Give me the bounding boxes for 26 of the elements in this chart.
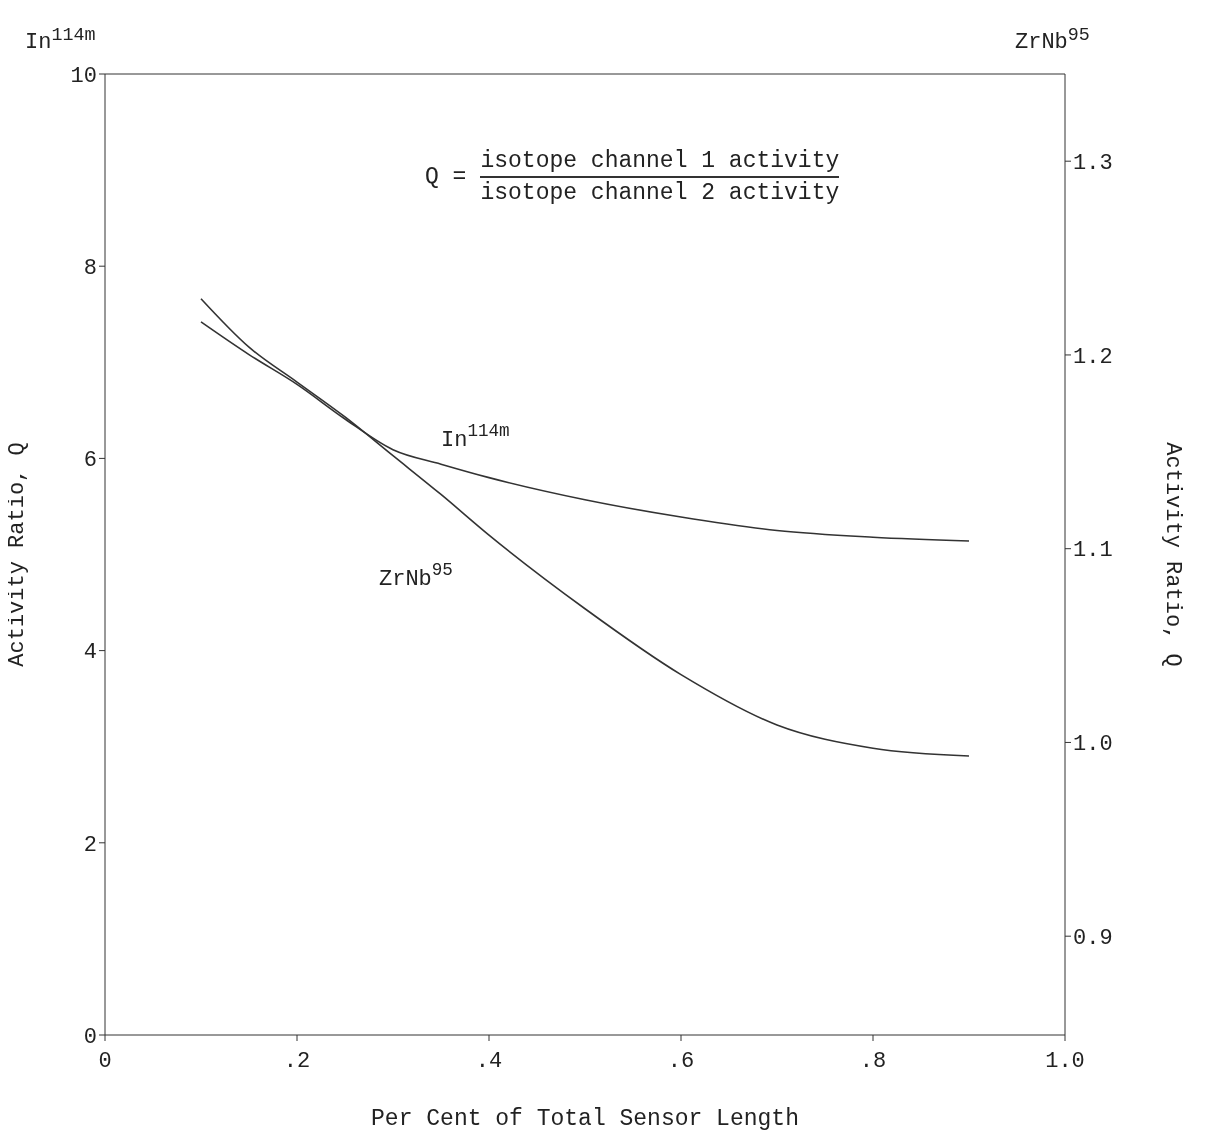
x-tick-label: .2: [283, 1048, 311, 1074]
x-tick-label: 1.0: [1045, 1048, 1085, 1074]
x-axis-title: Per Cent of Total Sensor Length: [371, 1106, 799, 1132]
y-tick-label: 10: [70, 63, 97, 89]
annotation: isotope channel 1 activity: [480, 148, 840, 174]
annotation: isotope channel 2 activity: [480, 180, 840, 206]
y2-axis-title: Activity Ratio, Q: [1160, 442, 1186, 667]
text: In$^{114m}$: [25, 25, 96, 56]
x-tick-label: .8: [859, 1048, 887, 1074]
line-series: [200, 297, 970, 757]
y-tick-label: 6: [83, 448, 97, 474]
x-tick-label: .4: [475, 1048, 503, 1074]
text: ZrNb$^{95}$: [1015, 25, 1090, 56]
annotation: Q =: [425, 164, 467, 190]
x-tick-label: .6: [667, 1048, 695, 1074]
y-tick-label: 8: [83, 256, 97, 282]
series-label: ZrNb$^{95}$: [379, 560, 453, 593]
y2-tick-label: 1.2: [1073, 344, 1113, 370]
y-tick-label: 4: [83, 640, 97, 666]
series-label: In$^{114m}$: [441, 421, 510, 454]
y2-tick-label: 1.3: [1073, 151, 1113, 176]
y-tick-label: 0: [83, 1024, 97, 1050]
y2-tick-label: 0.9: [1073, 926, 1113, 951]
y2-tick-label: 1.1: [1073, 538, 1113, 564]
y2-tick-label: 1.0: [1073, 732, 1113, 758]
y-tick-label: 2: [83, 832, 97, 858]
